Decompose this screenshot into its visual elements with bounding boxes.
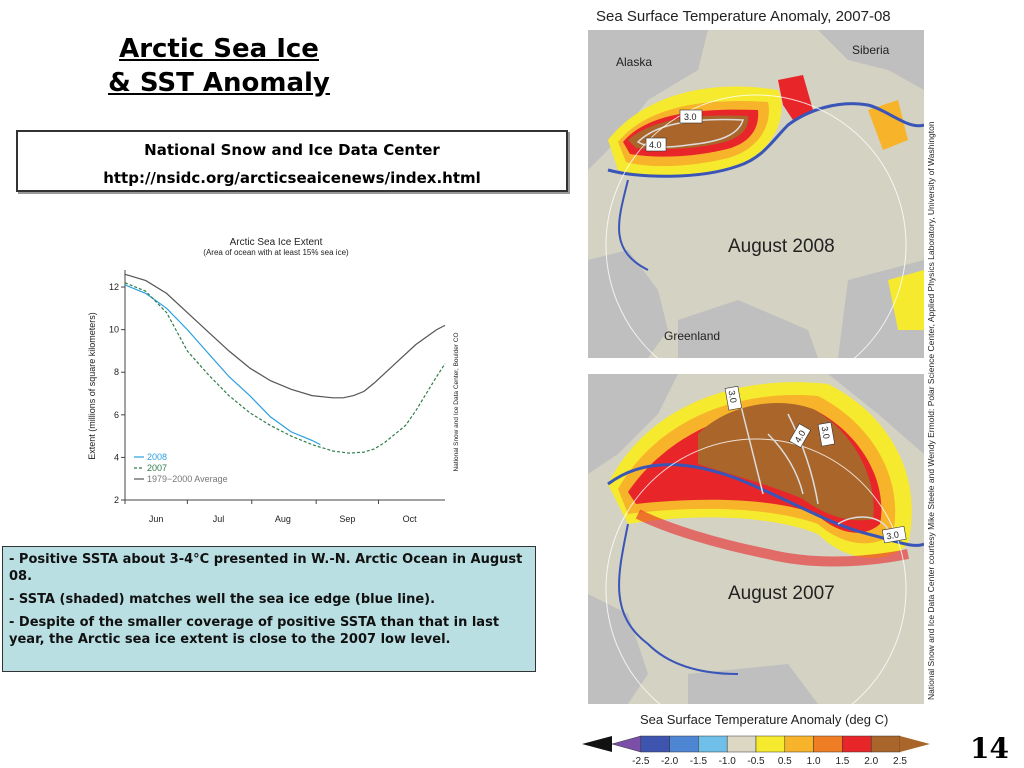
sea-ice-extent-chart: Arctic Sea Ice Extent (Area of ocean wit… xyxy=(87,237,460,524)
map-label-alaska: Alaska xyxy=(616,55,652,69)
colorbar-swatch xyxy=(755,735,786,753)
colorbar-tick-label: -2.0 xyxy=(661,756,679,767)
colorbar-tick-label: -1.5 xyxy=(690,756,708,767)
y-tick-label: 6 xyxy=(114,410,119,420)
colorbar-swatch xyxy=(870,735,901,753)
colorbar-tick-label: 2.5 xyxy=(893,756,907,767)
series-line-0 xyxy=(124,284,321,446)
chart-source-note: National Snow and Ice Data Center, Bould… xyxy=(453,332,460,471)
series-line-2 xyxy=(124,273,446,399)
colorbar-arrow-left xyxy=(582,736,612,752)
x-tick-label: Sep xyxy=(339,514,355,524)
sst-colorbar: -2.5 -2.0 -1.5 -1.0 -0.5 0.5 1.0 1.5 2.0 2.5 xyxy=(582,735,930,767)
sst-map-august-2007: 3.0 4.0 3.0 3.0 August 2007 xyxy=(588,374,924,704)
colorbar-swatch xyxy=(726,735,757,753)
y-tick-label: 8 xyxy=(114,367,119,377)
x-tick-label: Jul xyxy=(213,514,225,524)
legend-label: 2008 xyxy=(147,452,167,462)
contour-label-2007-c: 3.0 xyxy=(820,426,832,440)
colorbar-swatch xyxy=(611,735,642,753)
colorbar-swatch xyxy=(698,735,728,753)
slide-title-line2: & SST Anomaly xyxy=(108,68,330,98)
figure-credit: National Snow and Ice Data Center courte… xyxy=(926,121,936,700)
map-label-august-2008: August 2008 xyxy=(728,236,835,257)
notes-box: - Positive SSTA about 3-4°C presented in… xyxy=(2,546,536,672)
chart-ylabel: Extent (millions of square kilometers) xyxy=(87,312,97,460)
map-label-siberia: Siberia xyxy=(852,43,890,57)
source-box: National Snow and Ice Data Center http:/… xyxy=(16,130,568,192)
colorbar-swatch xyxy=(813,735,843,753)
y-tick-label: 10 xyxy=(109,325,119,335)
note-2: - SSTA (shaded) matches well the sea ice… xyxy=(9,592,436,607)
colorbar-tick-label: 0.5 xyxy=(778,756,792,767)
note-3: - Despite of the smaller coverage of pos… xyxy=(9,615,500,647)
note-1: - Positive SSTA about 3-4°C presented in… xyxy=(9,552,523,584)
x-tick-label: Aug xyxy=(275,514,291,524)
y-tick-label: 12 xyxy=(109,282,119,292)
slide-title-line1: Arctic Sea Ice xyxy=(119,34,319,64)
colorbar-swatch xyxy=(842,735,872,753)
map-label-greenland: Greenland xyxy=(664,329,720,343)
colorbar-swatch xyxy=(640,735,670,753)
colorbar-tick-label: 2.0 xyxy=(864,756,878,767)
sst-map-august-2008: Alaska Siberia Greenland 3.0 4.0 August … xyxy=(588,30,924,358)
colorbar-arrow-right xyxy=(900,736,930,752)
legend-label: 2007 xyxy=(147,463,167,473)
chart-title: Arctic Sea Ice Extent xyxy=(230,237,323,248)
y-tick-label: 2 xyxy=(114,495,119,505)
contour-label-4: 4.0 xyxy=(649,140,662,150)
slide-title: Arctic Sea Ice & SST Anomaly xyxy=(60,32,378,100)
source-url[interactable]: http://nsidc.org/arcticseaicenews/index.… xyxy=(103,169,481,187)
legend-label: 1979−2000 Average xyxy=(147,474,228,484)
colorbar-tick-label: -0.5 xyxy=(747,756,765,767)
y-tick-label: 4 xyxy=(114,452,119,462)
colorbar-tick-label: 1.5 xyxy=(835,756,849,767)
colorbar-swatch xyxy=(669,735,699,753)
colorbar-tick-label: 1.0 xyxy=(807,756,821,767)
chart-subtitle: (Area of ocean with at least 15% sea ice… xyxy=(203,248,349,257)
contour-label-3: 3.0 xyxy=(684,112,697,122)
map-label-august-2007: August 2007 xyxy=(728,583,835,604)
contour-label-2007-d: 3.0 xyxy=(886,529,900,541)
x-tick-label: Jun xyxy=(149,514,164,524)
colorbar-swatch xyxy=(784,735,814,753)
contour-label-2007-a: 3.0 xyxy=(727,390,739,404)
series-line-1 xyxy=(124,282,446,454)
colorbar-tick-label: -1.0 xyxy=(719,756,737,767)
colorbar-tick-label: -2.5 xyxy=(632,756,650,767)
source-name: National Snow and Ice Data Center xyxy=(144,141,440,159)
x-tick-label: Oct xyxy=(403,514,418,524)
sst-figure-title: Sea Surface Temperature Anomaly, 2007-08 xyxy=(596,8,891,25)
page-number: 14 xyxy=(970,732,1009,765)
chart-plot-area: 2 4 6 8 10 12 Jun Jul Aug Sep Oct 200820071979−2000… xyxy=(109,270,446,524)
colorbar-title: Sea Surface Temperature Anomaly (deg C) xyxy=(640,712,889,727)
